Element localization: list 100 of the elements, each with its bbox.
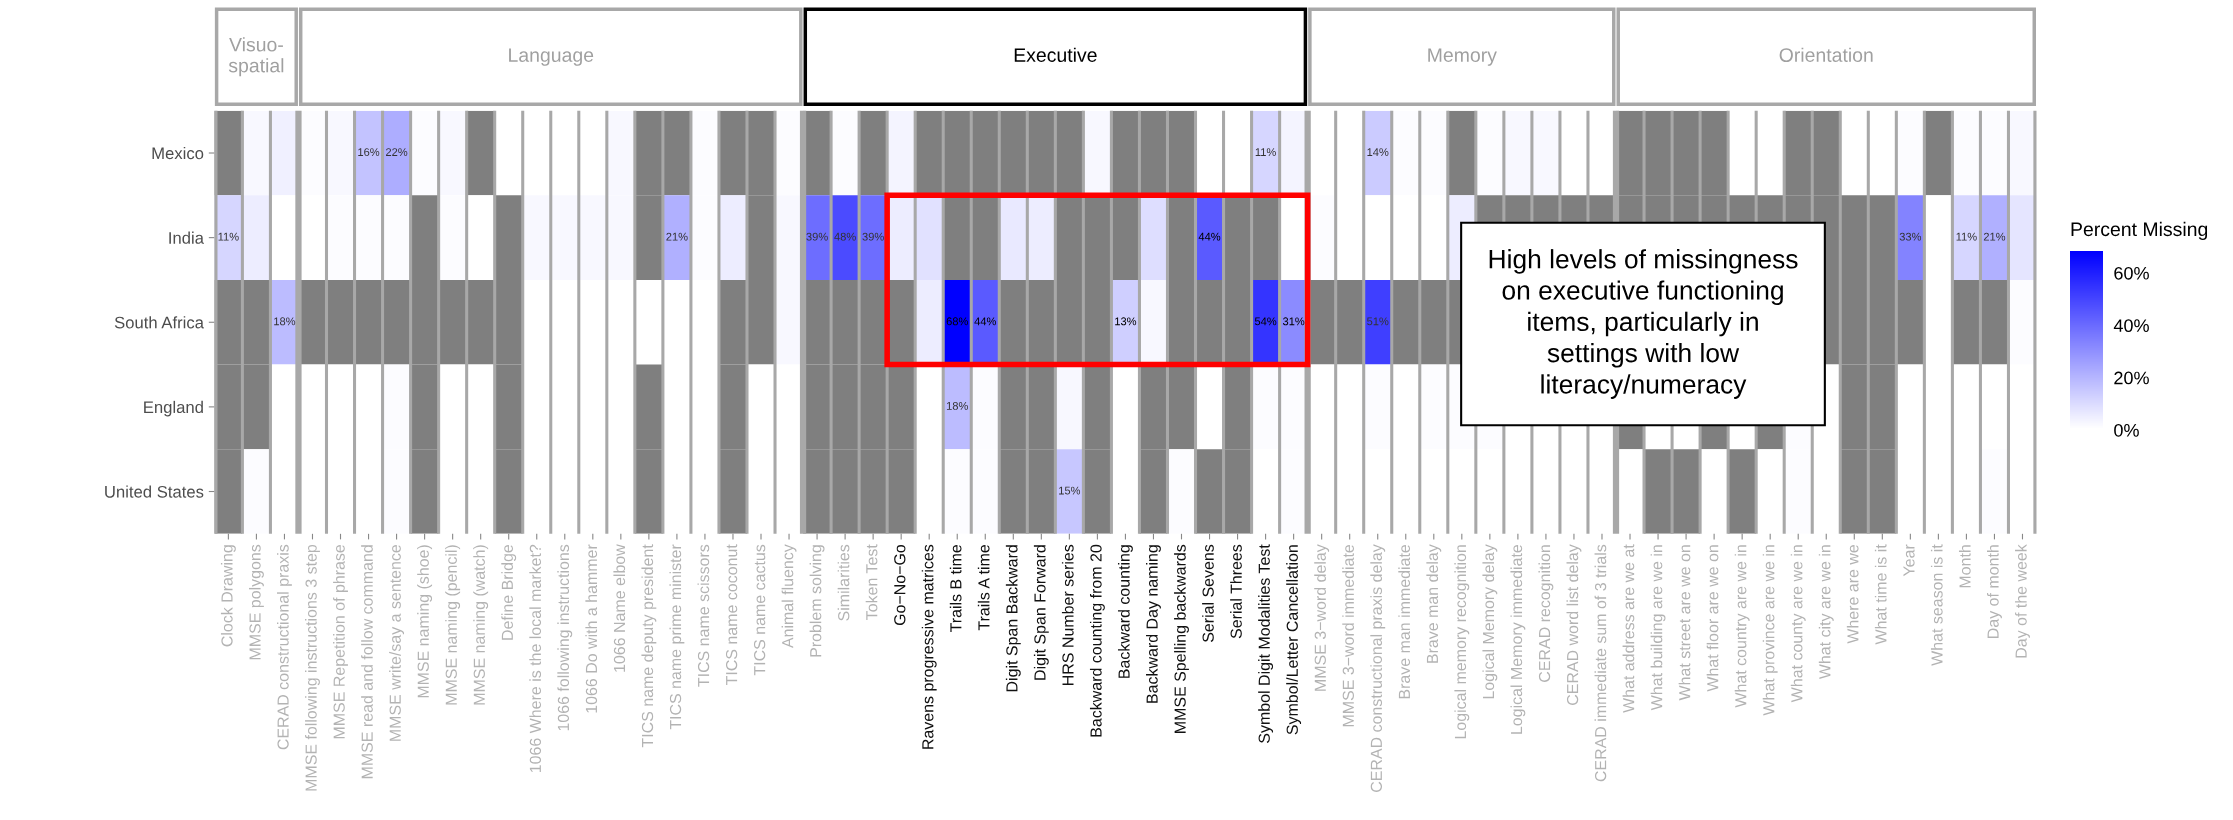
x-tick-label: Ravens progressive matrices <box>921 544 937 749</box>
y-tick-label: Mexico <box>152 146 204 160</box>
x-tick-label: TICS name deputy president <box>641 544 657 748</box>
x-tick-label: Day of the week <box>2015 544 2030 658</box>
x-tick-label: Trails B time <box>949 544 962 633</box>
text: Language <box>509 48 594 66</box>
data-label: 39% <box>862 232 884 241</box>
x-tick-label: MMSE Repetition of phrase <box>333 544 348 739</box>
x-tick-label: MMSE polygons <box>248 544 264 660</box>
x-tick-label: Serial Sevens <box>1202 544 1214 643</box>
x-tick-label: MMSE Spelling backwards <box>1174 544 1189 733</box>
data-label: 11% <box>218 232 239 241</box>
x-tick-label: MMSE write/say a sentence <box>389 544 405 741</box>
x-tick-label: Backward counting <box>1117 545 1133 678</box>
x-tick-label: Backward counting from 20 <box>1089 544 1105 737</box>
x-tick-label: Similarities <box>837 544 850 621</box>
x-tick-label: What country are we in <box>1734 545 1750 708</box>
x-tick-label: MMSE naming (watch) <box>473 545 489 705</box>
x-tick-label: What province are we in <box>1762 545 1778 716</box>
x-tick-label: What address are we at <box>1622 544 1635 713</box>
x-tick-label: Problem solving <box>809 545 825 657</box>
x-tick-label: What time is it <box>1874 544 1887 645</box>
data-label: 44% <box>1198 232 1221 241</box>
data-label: 21% <box>1983 232 2006 241</box>
data-label: 11% <box>1956 232 1977 241</box>
y-tick-label: South Africa <box>114 316 204 329</box>
color-bar-label: 20% <box>2114 371 2149 385</box>
data-label: 13% <box>1115 317 1137 326</box>
data-label: 11% <box>1255 148 1276 156</box>
data-label: 18% <box>274 317 296 326</box>
x-tick-label: Logical memory recognition <box>1454 545 1470 739</box>
x-tick-label: Go−No−Go <box>894 544 906 626</box>
data-label: 54% <box>1254 317 1277 326</box>
data-label: 48% <box>834 232 856 241</box>
x-tick-label: Symbol/Letter Cancellation <box>1286 545 1302 735</box>
x-tick-label: TICS name prime minister <box>669 544 685 730</box>
data-label: 51% <box>1367 317 1389 326</box>
y-tick-label: England <box>144 400 203 417</box>
x-tick-label: MMSE 3−word immediate <box>1342 544 1354 727</box>
y-tick-label: India <box>169 231 204 244</box>
x-tick-label: What floor are we on <box>1706 545 1719 692</box>
data-label: 22% <box>386 148 408 156</box>
x-tick-label: CERAD constructional praxis delay <box>1370 544 1386 792</box>
x-tick-label: Animal fluency <box>781 544 797 649</box>
x-tick-label: Clock Drawing <box>220 545 236 647</box>
x-tick-label: MMSE following instructions 3 step <box>305 544 320 791</box>
x-tick-label: CERAD constructional praxis <box>277 544 292 750</box>
x-tick-label: What building are we in <box>1650 545 1666 711</box>
data-label: 14% <box>1367 148 1389 156</box>
text: Orientation <box>1779 47 1873 62</box>
x-tick-label: TICS name cactus <box>753 544 766 676</box>
x-tick-label: MMSE read and follow command <box>361 545 373 779</box>
x-tick-label: CERAD word list delay <box>1566 544 1582 705</box>
data-label: 16% <box>358 148 380 156</box>
x-tick-label: TICS name coconut <box>725 544 738 686</box>
x-tick-label: HRS Number series <box>1061 544 1074 685</box>
color-bar-label: 40% <box>2113 319 2149 333</box>
text: Executive <box>1014 47 1097 62</box>
color-bar-label: 0% <box>2114 423 2139 437</box>
text: Visuo- spatial <box>228 37 284 77</box>
x-tick-label: Year <box>1903 544 1915 577</box>
color-bar-title: Percent Missing <box>2071 221 2208 240</box>
x-tick-label: Month <box>1958 545 1971 588</box>
x-tick-label: Digit Span Backward <box>1005 545 1021 692</box>
x-tick-label: MMSE naming (pencil) <box>445 545 461 705</box>
x-tick-label: Logical Memory immediate <box>1510 544 1526 734</box>
x-tick-label: Logical Memory delay <box>1482 544 1498 699</box>
x-tick-label: Backward Day naming <box>1146 545 1161 703</box>
x-tick-label: Brave man immediate <box>1398 544 1411 699</box>
x-tick-label: What season is it <box>1930 544 1943 666</box>
x-tick-label: Trails A time <box>977 544 990 631</box>
x-tick-label: Symbol Digit Modalities Test <box>1258 544 1274 743</box>
x-tick-label: 1066 Name elbow <box>613 544 626 672</box>
annotation: High levels of missingness on executive functioning items, particularly in settings with low literacy/numeracy <box>1489 249 1798 399</box>
data-label: 39% <box>806 232 828 241</box>
data-label: 33% <box>1899 232 1922 241</box>
x-tick-label: What city are we in <box>1818 545 1834 680</box>
x-tick-label: Token Test <box>865 544 878 620</box>
x-tick-label: What county are we in <box>1790 545 1806 703</box>
x-tick-label: CERAD recognition <box>1538 545 1554 682</box>
color-bar-label: 60% <box>2114 266 2149 280</box>
x-tick-label: MMSE naming (shoe) <box>417 545 433 698</box>
x-tick-label: What street are we on <box>1678 545 1691 701</box>
text: Memory <box>1428 48 1497 66</box>
x-tick-label: TICS name scissors <box>697 544 710 687</box>
data-label: 68% <box>946 317 968 326</box>
data-label: 15% <box>1059 486 1081 495</box>
data-label: 44% <box>974 317 996 326</box>
x-tick-label: 1066 Do with a hammer <box>585 544 598 713</box>
x-tick-label: Where are we <box>1846 544 1859 644</box>
x-tick-label: 1066 Where is the local market? <box>529 544 542 773</box>
x-tick-label: Brave man delay <box>1426 544 1442 663</box>
x-tick-label: Day of month <box>1987 545 2002 638</box>
data-label: 18% <box>946 402 968 410</box>
x-tick-label: Serial Threes <box>1230 544 1242 639</box>
y-tick-label: United States <box>105 485 204 498</box>
x-tick-label: Digit Span Forward <box>1033 545 1049 680</box>
x-tick-label: MMSE 3−word delay <box>1314 544 1330 691</box>
data-label: 31% <box>1282 317 1305 326</box>
x-tick-label: Define Bridge <box>501 544 517 640</box>
